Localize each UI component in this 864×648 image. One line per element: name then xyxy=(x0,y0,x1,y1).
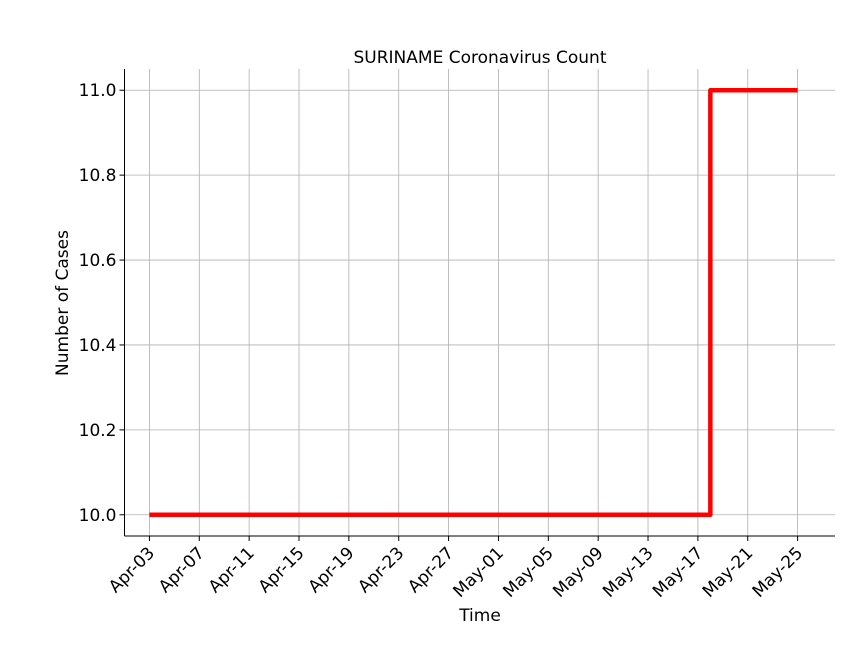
x-tick-label: May-05 xyxy=(499,543,557,601)
x-tick-label: May-13 xyxy=(599,543,657,601)
x-tick-label: May-17 xyxy=(649,543,707,601)
y-axis-label: Number of Cases xyxy=(53,230,73,376)
x-tick-label: May-09 xyxy=(549,543,607,601)
series-layer xyxy=(149,87,798,518)
x-tick-label: Apr-19 xyxy=(305,543,359,597)
y-tick-label: 11.0 xyxy=(79,81,117,101)
x-tick-label: May-01 xyxy=(450,543,508,601)
grid-lines xyxy=(124,69,835,536)
axes xyxy=(124,69,835,537)
x-tick-label: May-21 xyxy=(699,543,757,601)
x-tick-label: Apr-07 xyxy=(155,543,209,597)
x-tick-label: Apr-23 xyxy=(354,543,408,597)
y-tick-label: 10.2 xyxy=(79,421,117,441)
x-tick-label: Apr-11 xyxy=(205,543,259,597)
y-tick-label: 10.0 xyxy=(79,506,117,526)
x-tick-label: Apr-15 xyxy=(255,543,309,597)
y-tick-label: 10.6 xyxy=(79,251,117,271)
x-axis-label: Time xyxy=(458,606,501,626)
y-ticks: 10.0 10.2 10.4 10.6 10.8 11.0 xyxy=(79,81,125,526)
chart-title: SURINAME Coronavirus Count xyxy=(354,48,607,68)
y-tick-label: 10.4 xyxy=(79,336,117,356)
x-tick-label: Apr-03 xyxy=(105,543,159,597)
x-ticks: Apr-03Apr-07Apr-11Apr-15Apr-19Apr-23Apr-… xyxy=(105,536,807,602)
series-line xyxy=(149,87,798,518)
y-tick-label: 10.8 xyxy=(79,166,117,186)
x-tick-label: May-25 xyxy=(749,543,807,601)
